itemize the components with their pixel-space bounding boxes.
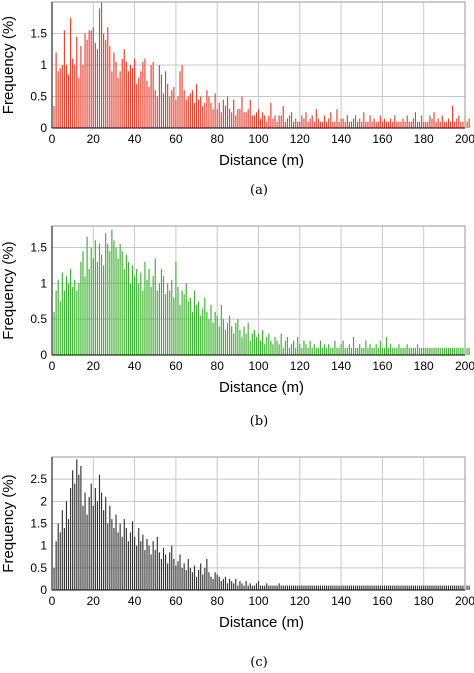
panel-b: 0 20 40 60 80 100 120 140 160 180 200 0 0.5 1 1.5 Dista… [0,225,474,429]
x-tick-label: 180 [414,594,434,608]
x-tick-label: 0 [49,359,56,373]
panel-c-plot: 0 20 40 60 80 100 120 140 160 180 200 0 0.5 1 1.5 2 2.5 D… [0,456,474,631]
y-tick-label: 1.5 [30,241,47,255]
y-tick-label: 0 [40,583,47,597]
x-tick-label: 60 [169,132,183,146]
y-tick-label: 1 [40,539,47,553]
y-tick-label: 1.5 [30,27,47,41]
y-tick-label: 0 [40,348,47,362]
y-axis-label: Frequency (%) [0,16,17,114]
panel-a-plot: 0 20 40 60 80 100 120 140 160 180 200 0 0.5 1 1.5 Dista… [0,1,474,169]
x-tick-label: 60 [169,359,183,373]
x-tick-label: 0 [49,594,56,608]
panel-a-caption: (a) [250,183,268,198]
y-tick-label: 1 [40,58,47,72]
x-tick-label: 0 [49,132,56,146]
x-tick-label: 100 [248,132,268,146]
y-tick-label: 0.5 [30,312,47,326]
y-tick-label: 0.5 [30,90,47,104]
x-tick-label: 80 [211,594,225,608]
y-tick-label: 2.5 [30,472,47,486]
y-axis-label: Frequency (%) [0,241,17,339]
panel-a: 0 20 40 60 80 100 120 140 160 180 200 0 0.5 1 1.5 Dista… [0,1,474,198]
x-tick-label: 140 [331,359,351,373]
x-tick-label: 20 [87,594,101,608]
x-tick-label: 20 [87,132,101,146]
x-tick-label: 120 [290,594,310,608]
x-tick-label: 160 [372,359,392,373]
y-tick-label: 0.5 [30,561,47,575]
x-tick-label: 40 [128,594,142,608]
x-tick-label: 100 [248,359,268,373]
y-axis-label: Frequency (%) [0,474,17,572]
panel-b-plot: 0 20 40 60 80 100 120 140 160 180 200 0 0.5 1 1.5 Dista… [0,225,474,396]
x-tick-label: 140 [331,594,351,608]
x-tick-label: 180 [414,359,434,373]
x-tick-label: 120 [290,132,310,146]
y-tick-label: 0 [40,121,47,135]
x-tick-label: 20 [87,359,101,373]
y-tick-label: 1 [40,276,47,290]
x-tick-label: 200 [455,359,474,373]
x-tick-label: 120 [290,359,310,373]
panel-c-caption: (c) [250,655,267,670]
x-tick-label: 80 [211,359,225,373]
x-tick-label: 100 [248,594,268,608]
x-tick-label: 200 [455,132,474,146]
x-tick-label: 80 [211,132,225,146]
x-tick-label: 160 [372,132,392,146]
panel-c: 0 20 40 60 80 100 120 140 160 180 200 0 0.5 1 1.5 2 2.5 D… [0,456,474,670]
x-tick-label: 40 [128,132,142,146]
x-tick-label: 40 [128,359,142,373]
y-tick-label: 1.5 [30,517,47,531]
x-tick-label: 160 [372,594,392,608]
x-axis-label: Distance (m) [219,614,304,631]
x-tick-label: 200 [455,594,474,608]
panel-b-caption: (b) [250,414,268,429]
x-tick-label: 180 [414,132,434,146]
x-axis-label: Distance (m) [219,152,304,169]
x-tick-label: 140 [331,132,351,146]
x-tick-label: 60 [169,594,183,608]
x-axis-label: Distance (m) [219,379,304,396]
y-tick-label: 2 [40,494,47,508]
